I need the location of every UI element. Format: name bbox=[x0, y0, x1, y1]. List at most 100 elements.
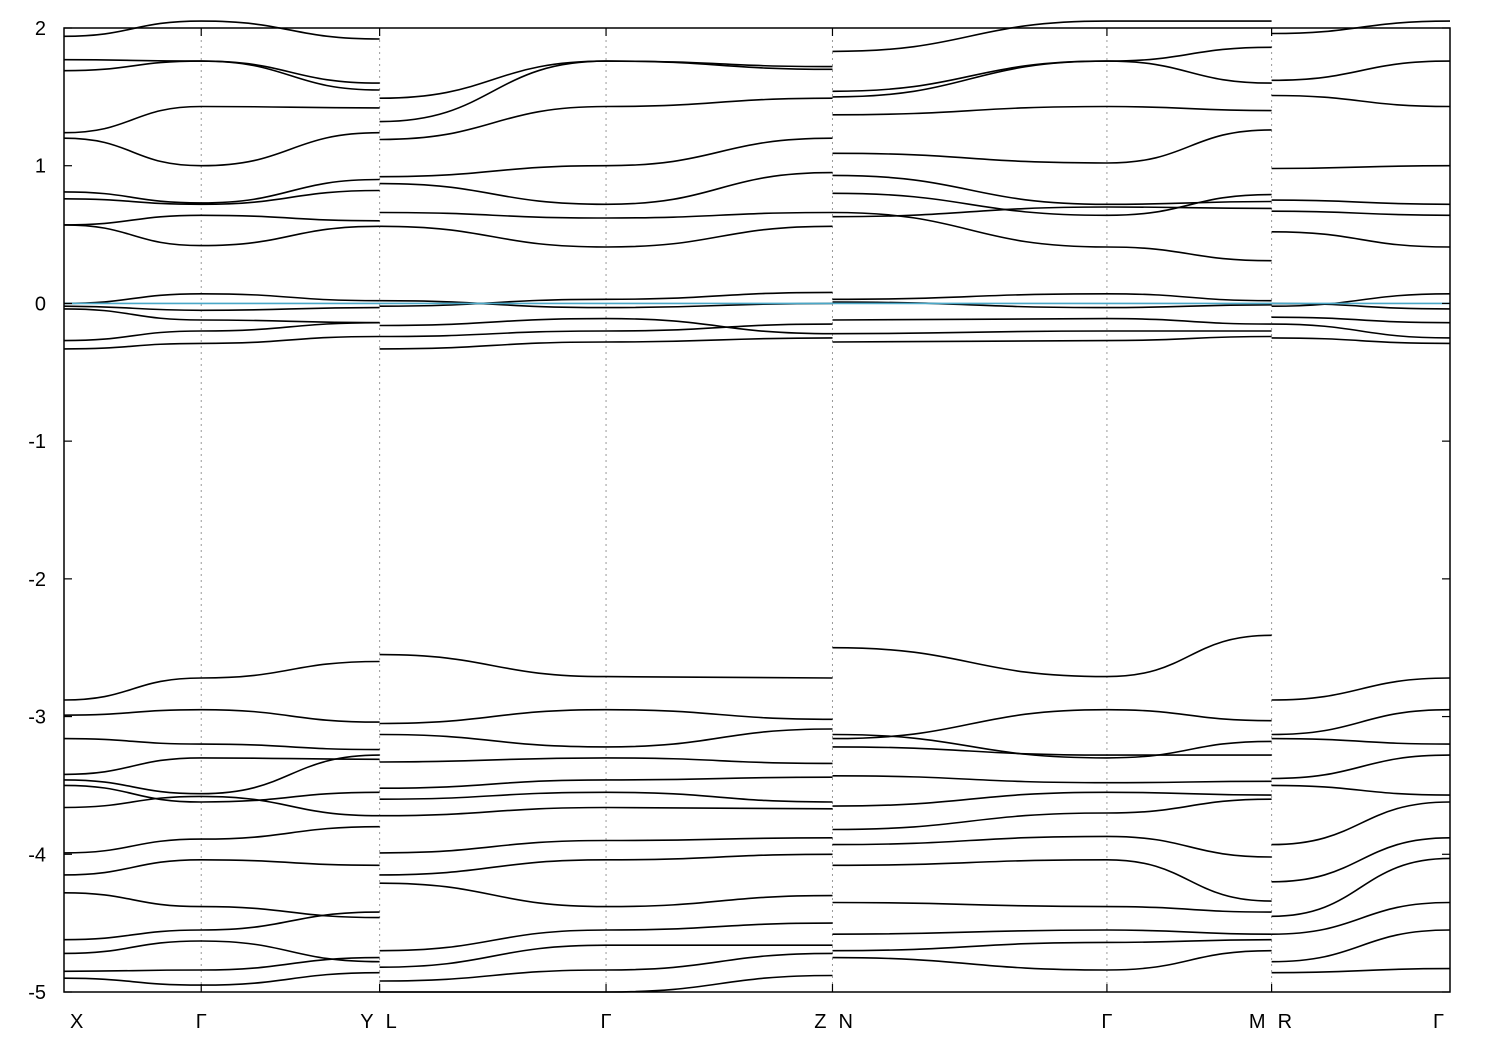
band-1-17 bbox=[379, 791, 833, 803]
band-lines bbox=[63, 20, 1451, 993]
axis-ticks bbox=[64, 27, 1450, 993]
band-1-22 bbox=[379, 922, 833, 952]
band-2-8 bbox=[832, 192, 1272, 217]
band-3-4 bbox=[1271, 293, 1451, 307]
band-3-9 bbox=[1271, 94, 1451, 108]
band-0-0 bbox=[63, 335, 380, 350]
band-0-15 bbox=[63, 708, 380, 723]
band-1-7 bbox=[379, 171, 833, 206]
band-3-7 bbox=[1271, 199, 1451, 206]
band-0-20 bbox=[63, 795, 380, 817]
band-0-10 bbox=[63, 105, 380, 134]
band-2-26 bbox=[832, 949, 1272, 971]
plot-frame bbox=[63, 27, 1451, 993]
band-0-14 bbox=[63, 660, 380, 701]
k-point-label: Γ bbox=[601, 1011, 612, 1033]
band-0-18 bbox=[63, 754, 380, 795]
band-2-9 bbox=[832, 129, 1272, 164]
band-3-18 bbox=[1271, 837, 1451, 883]
band-2-6 bbox=[832, 206, 1272, 218]
k-point-label: X bbox=[70, 1011, 83, 1033]
band-0-3 bbox=[63, 305, 380, 312]
band-1-16 bbox=[379, 776, 833, 789]
y-tick-label: 0 bbox=[35, 293, 46, 315]
band-0-6 bbox=[63, 214, 380, 226]
band-2-2 bbox=[832, 317, 1272, 325]
band-2-0 bbox=[832, 335, 1272, 343]
band-1-3 bbox=[379, 291, 833, 307]
band-2-25 bbox=[832, 938, 1272, 952]
k-point-label: L bbox=[386, 1011, 397, 1033]
y-tick-labels: 2 1 0 -1 -2 -3 -4 -5 bbox=[28, 18, 46, 1004]
y-tick-label: -4 bbox=[28, 844, 46, 866]
band-0-25 bbox=[63, 940, 380, 963]
band-3-1 bbox=[1271, 323, 1451, 339]
k-point-label: M bbox=[1249, 1011, 1266, 1033]
band-2-10 bbox=[832, 105, 1272, 116]
band-1-11 bbox=[379, 60, 833, 99]
band-0-17 bbox=[63, 757, 380, 776]
band-1-12 bbox=[379, 653, 833, 679]
band-3-16 bbox=[1271, 784, 1451, 796]
y-tick-label: -2 bbox=[28, 569, 46, 591]
band-2-16 bbox=[832, 733, 1272, 759]
band-1-20 bbox=[379, 853, 833, 876]
band-1-14 bbox=[379, 728, 833, 748]
band-3-17 bbox=[1271, 801, 1451, 846]
band-0-2 bbox=[63, 308, 380, 324]
band-2-21 bbox=[832, 835, 1272, 858]
band-3-15 bbox=[1271, 754, 1451, 780]
band-2-1 bbox=[832, 330, 1272, 335]
band-2-22 bbox=[832, 858, 1272, 902]
band-3-22 bbox=[1271, 967, 1451, 974]
band-0-16 bbox=[63, 737, 380, 751]
band-3-8 bbox=[1271, 164, 1451, 170]
band-1-0 bbox=[379, 337, 833, 350]
k-point-label: N bbox=[838, 1011, 852, 1033]
band-2-24 bbox=[832, 929, 1272, 935]
band-1-24 bbox=[379, 952, 833, 982]
band-0-12 bbox=[63, 58, 380, 84]
band-0-9 bbox=[63, 131, 380, 167]
band-0-22 bbox=[63, 858, 380, 876]
band-0-27 bbox=[63, 971, 380, 986]
k-point-label: Γ bbox=[196, 1011, 207, 1033]
band-0-21 bbox=[63, 825, 380, 854]
k-point-label: Γ bbox=[1433, 1011, 1444, 1033]
band-2-12 bbox=[832, 46, 1272, 93]
band-3-0 bbox=[1271, 337, 1451, 345]
band-1-9 bbox=[379, 97, 833, 141]
band-0-24 bbox=[63, 911, 380, 941]
k-point-label: Z bbox=[814, 1011, 826, 1033]
band-1-1 bbox=[379, 323, 833, 338]
band-0-1 bbox=[63, 321, 380, 342]
band-3-13 bbox=[1271, 708, 1451, 736]
band-2-17 bbox=[832, 746, 1272, 756]
band-1-19 bbox=[379, 837, 833, 854]
band-0-8 bbox=[63, 178, 380, 204]
band-2-14 bbox=[832, 634, 1272, 678]
k-point-label: R bbox=[1278, 1011, 1292, 1033]
band-3-2 bbox=[1271, 316, 1451, 324]
band-1-15 bbox=[379, 757, 833, 765]
band-0-4 bbox=[63, 292, 380, 305]
band-1-2 bbox=[379, 317, 833, 335]
band-1-21 bbox=[379, 882, 833, 908]
band-0-7 bbox=[63, 189, 380, 206]
band-2-19 bbox=[832, 791, 1272, 807]
y-tick-label: -3 bbox=[28, 707, 46, 729]
k-point-label: Y bbox=[360, 1011, 373, 1033]
y-tick-label: 2 bbox=[35, 18, 46, 40]
y-tick-label: -1 bbox=[28, 431, 46, 453]
band-2-15 bbox=[832, 708, 1272, 740]
band-3-20 bbox=[1271, 901, 1451, 935]
band-1-8 bbox=[379, 137, 833, 178]
band-1-23 bbox=[379, 944, 833, 968]
y-tick-label: 1 bbox=[35, 156, 46, 178]
band-3-19 bbox=[1271, 857, 1451, 918]
band-3-6 bbox=[1271, 210, 1451, 217]
band-0-11 bbox=[63, 60, 380, 91]
